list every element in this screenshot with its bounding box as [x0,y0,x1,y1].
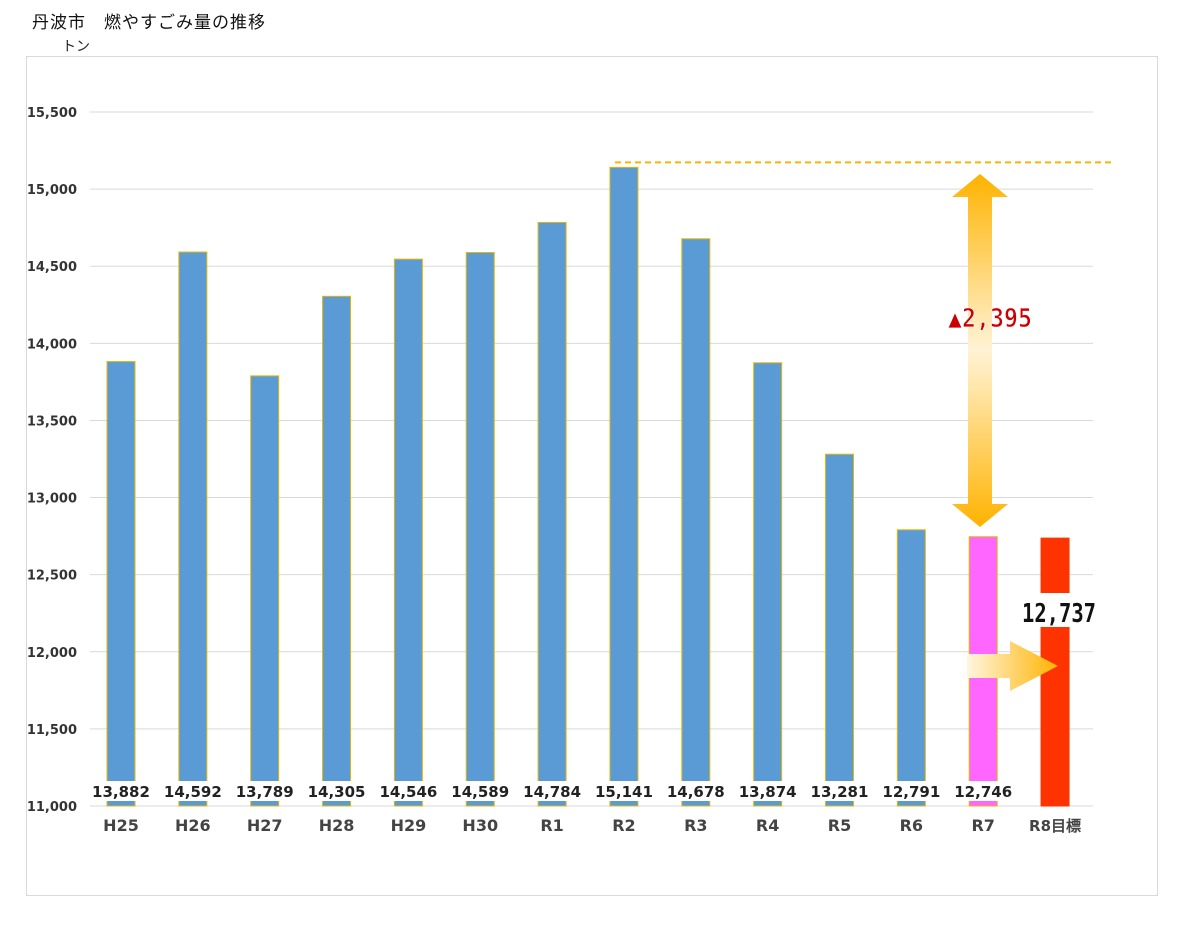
data-label-background [447,781,514,801]
x-tick-label: H26 [175,816,211,835]
bar [106,361,136,807]
x-tick-label: H28 [319,816,355,835]
bar [250,375,280,807]
x-tick-label: R6 [900,816,923,835]
x-tick-label: R8目標 [1029,817,1081,835]
y-tick-label: 14,500 [27,260,77,275]
bar [393,258,423,807]
x-tick-label: R2 [612,816,635,835]
data-label: 15,141 [595,783,653,801]
x-tick-label: H30 [462,816,498,835]
chart-frame [26,56,1158,896]
y-axis-unit-label: トン [62,39,90,55]
data-label: 13,281 [811,783,869,801]
bar [609,166,639,807]
bar [178,251,208,807]
y-tick-label: 11,000 [27,800,77,815]
data-label: 14,589 [451,783,509,801]
target-label-background [1022,593,1096,627]
data-label-background [159,781,226,801]
x-tick-label: H29 [391,816,427,835]
bar [681,238,711,807]
data-label: 14,592 [164,783,222,801]
x-tick-label: R7 [971,816,994,835]
data-label-background [950,781,1017,801]
y-tick-label: 12,500 [27,569,77,584]
y-tick-label: 13,000 [27,492,77,507]
data-label-background [734,781,801,801]
target-label: 12,737 [1022,599,1096,629]
bar [537,221,567,807]
y-tick-label: 15,000 [27,183,77,198]
data-label-background [231,781,298,801]
y-tick-label: 15,500 [27,106,77,121]
data-label-background [806,781,873,801]
data-label-background [590,781,657,801]
x-tick-label: H27 [247,816,283,835]
x-tick-label: R3 [684,816,707,835]
data-label-background [878,781,945,801]
data-label: 13,882 [92,783,150,801]
data-label-background [375,781,442,801]
reduction-label: ▲2,395 [948,304,1032,334]
data-label-background [519,781,586,801]
data-label-background [88,781,154,801]
bar [465,251,495,807]
data-label: 14,784 [523,783,581,801]
target-arrow [967,641,1058,691]
data-label: 12,791 [882,783,940,801]
data-label-background [662,781,729,801]
y-tick-label: 14,000 [27,337,77,352]
data-label: 14,678 [667,783,725,801]
x-tick-label: R1 [540,816,563,835]
x-tick-label: R5 [828,816,851,835]
bar [322,295,352,807]
y-tick-label: 13,500 [27,414,77,429]
bar [825,453,854,807]
x-tick-label: R4 [756,816,779,835]
data-label: 12,746 [954,783,1012,801]
y-tick-label: 12,000 [27,646,77,661]
x-tick-label: H25 [103,816,139,835]
bar [753,362,783,807]
bar [896,529,926,807]
data-label-background [303,781,370,801]
data-label: 13,789 [236,783,294,801]
data-label: 14,546 [379,783,437,801]
chart-title: 丹波市 燃やすごみ量の推移 [32,13,266,33]
data-label: 14,305 [308,783,366,801]
data-label: 13,874 [739,783,797,801]
y-tick-label: 11,500 [27,723,77,738]
reduction-double-arrow [952,174,1008,527]
